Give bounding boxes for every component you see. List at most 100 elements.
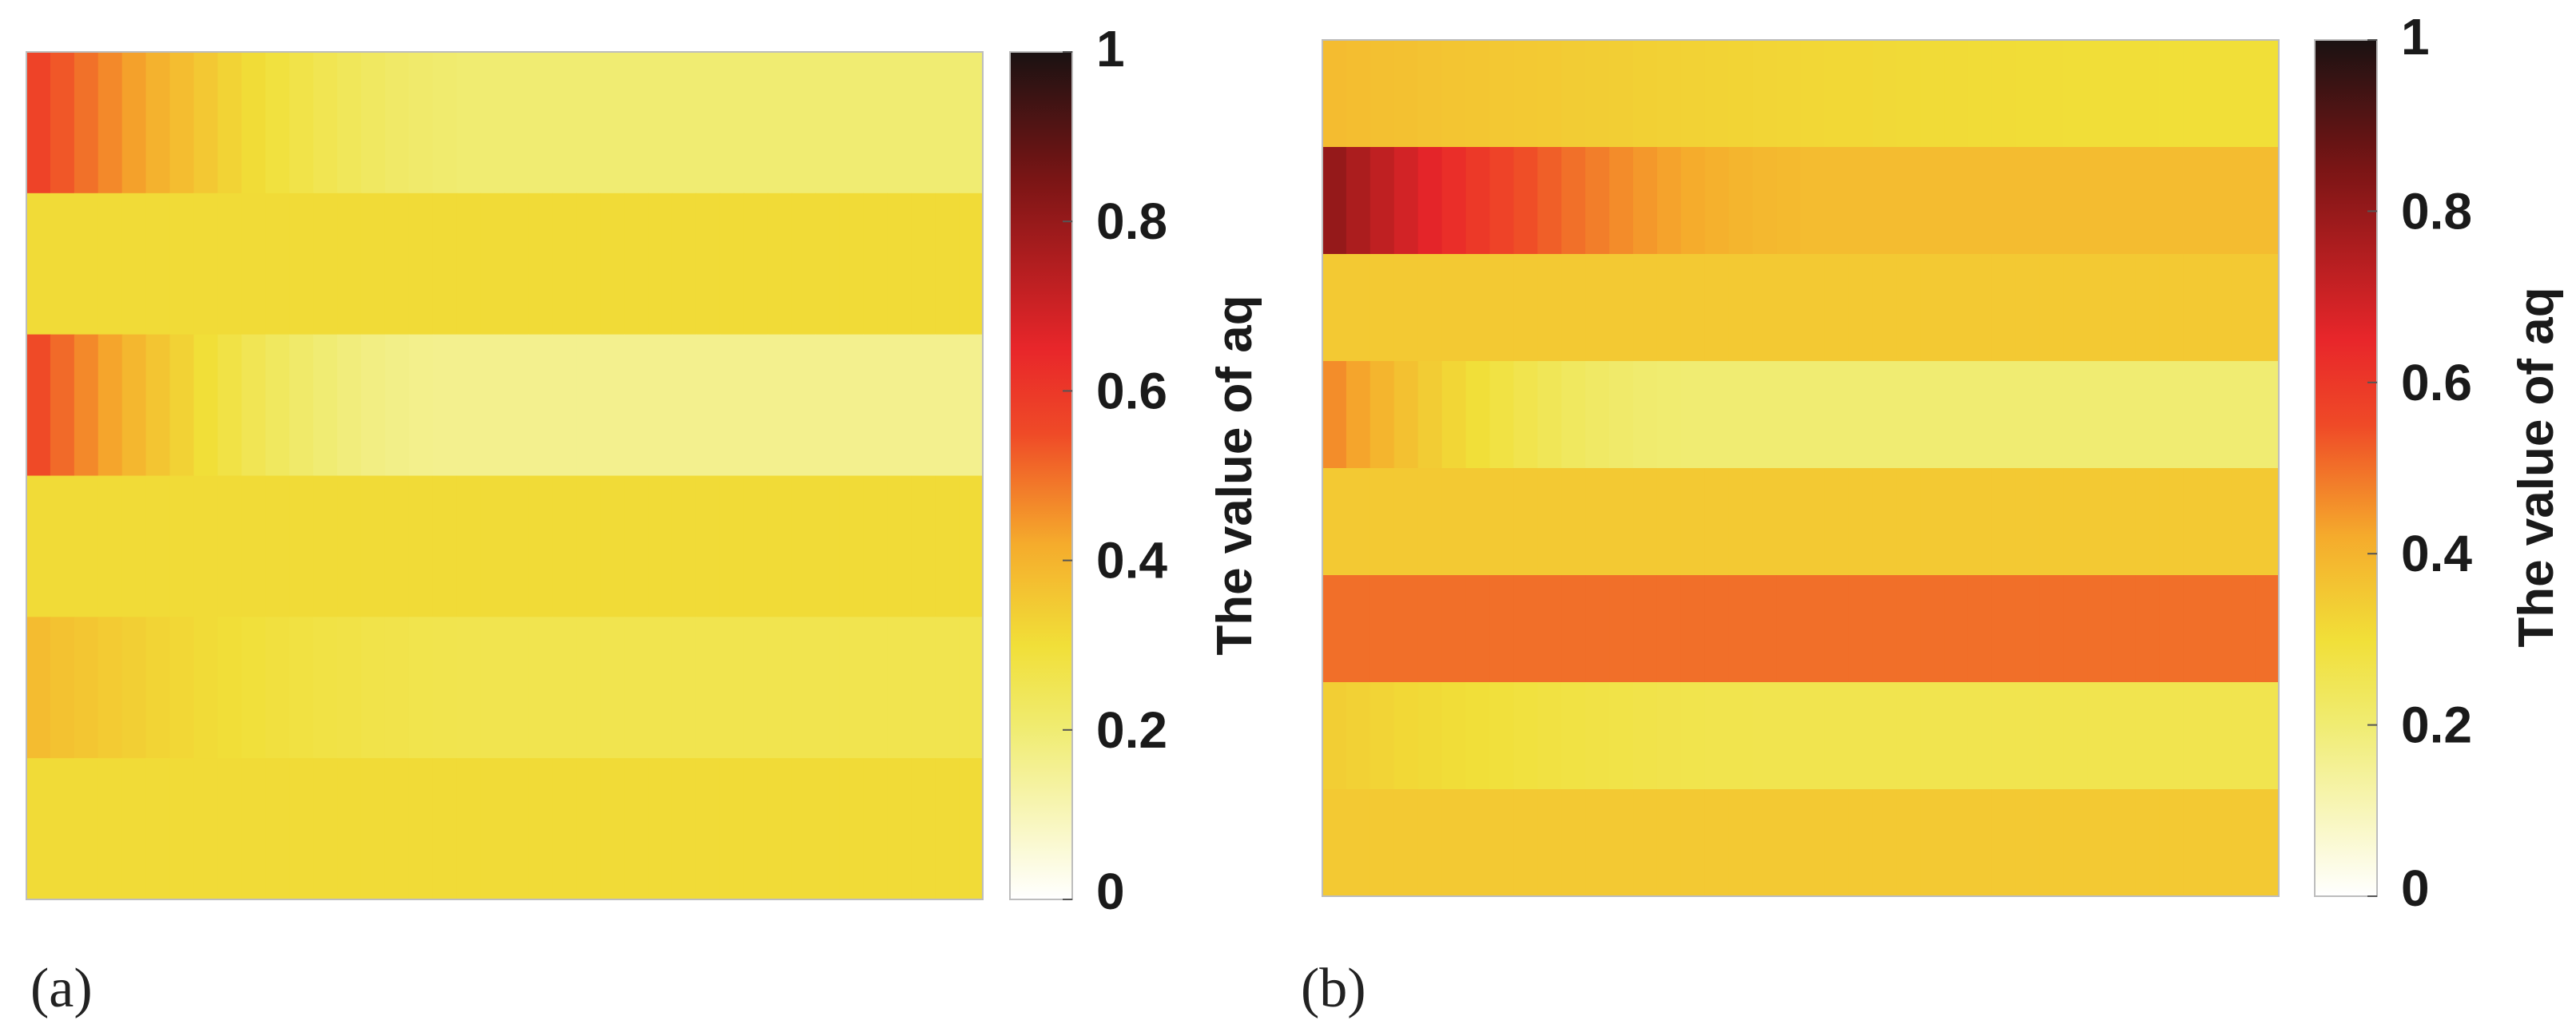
heatmap-cell <box>935 52 960 194</box>
heatmap-cell <box>2159 789 2184 897</box>
heatmap-cell <box>145 52 171 194</box>
heatmap-cell <box>217 617 242 759</box>
heatmap-cell <box>313 193 338 335</box>
heatmap-cell <box>863 758 888 900</box>
heatmap-cell <box>2039 40 2065 148</box>
heatmap-cell <box>1872 682 1897 790</box>
heatmap-cell <box>504 617 530 759</box>
heatmap-cell <box>193 475 218 617</box>
heatmap-cell <box>695 758 721 900</box>
heatmap-cell <box>313 475 338 617</box>
heatmap-cell <box>1824 789 1849 897</box>
colorbar-tick-label: 0.6 <box>2401 354 2472 411</box>
heatmap-cell <box>313 617 338 759</box>
heatmap-cell <box>1609 147 1634 255</box>
heatmap-cell <box>1513 40 1538 148</box>
heatmap-cell <box>2039 468 2065 576</box>
heatmap-cell <box>26 193 51 335</box>
heatmap-cell <box>767 617 793 759</box>
heatmap-cell <box>2255 147 2280 255</box>
heatmap-cell <box>1489 789 1514 897</box>
heatmap-cell <box>552 334 577 477</box>
heatmap-cell <box>2087 361 2113 469</box>
heatmap-cell <box>2159 361 2184 469</box>
heatmap-cell <box>289 758 314 900</box>
heatmap-b-frame <box>1322 39 2280 897</box>
heatmap-cell <box>1441 789 1467 897</box>
heatmap-cell <box>360 617 386 759</box>
heatmap-cell <box>815 334 841 477</box>
heatmap-cell <box>504 758 530 900</box>
heatmap-cell <box>360 52 386 194</box>
heatmap-cell <box>456 52 482 194</box>
heatmap-cell <box>2015 468 2041 576</box>
heatmap-cell <box>528 758 553 900</box>
heatmap-cell <box>1991 254 2017 362</box>
heatmap-cell <box>1633 468 1658 576</box>
colorbar-tick-label: 0.4 <box>2401 525 2472 582</box>
heatmap-cell <box>456 334 482 477</box>
heatmap-cell <box>1991 468 2017 576</box>
heatmap-cell <box>767 475 793 617</box>
heatmap-cell <box>1656 789 1682 897</box>
heatmap-cell <box>1872 468 1897 576</box>
heatmap-cell <box>1752 254 1778 362</box>
heatmap-cell <box>2063 254 2089 362</box>
heatmap-cell <box>719 475 745 617</box>
heatmap-cell <box>1776 682 1802 790</box>
heatmap-cell <box>1489 575 1514 683</box>
heatmap-cell <box>50 758 75 900</box>
heatmap-cell <box>1944 575 1969 683</box>
heatmap-cell <box>1872 40 1897 148</box>
heatmap-cell <box>863 52 888 194</box>
heatmap-cell <box>1920 682 1945 790</box>
heatmap-cell <box>1872 789 1897 897</box>
heatmap-cell <box>1680 147 1706 255</box>
heatmap-cell <box>743 193 769 335</box>
heatmap-cell <box>2159 254 2184 362</box>
colorbar-tick-label: 1 <box>1096 20 1125 77</box>
heatmap-cell <box>1322 147 1347 255</box>
heatmap-cell <box>1561 40 1586 148</box>
heatmap-cell <box>1824 40 1849 148</box>
heatmap-cell <box>1824 575 1849 683</box>
heatmap-cell <box>624 193 649 335</box>
heatmap-cell <box>791 475 817 617</box>
heatmap-cell <box>1561 682 1586 790</box>
heatmap-cell <box>552 475 577 617</box>
heatmap-cell <box>2111 40 2137 148</box>
heatmap-cell <box>887 334 912 477</box>
heatmap-cell <box>743 617 769 759</box>
heatmap-cell <box>1848 575 1873 683</box>
heatmap-cell <box>1417 40 1443 148</box>
heatmap-cell <box>576 617 601 759</box>
heatmap-cell <box>2231 682 2256 790</box>
heatmap-cell <box>480 475 506 617</box>
heatmap-cell <box>1393 682 1419 790</box>
panel-label-a: (a) <box>30 958 93 1019</box>
heatmap-cell <box>1633 575 1658 683</box>
heatmap-cell <box>1537 361 1562 469</box>
heatmap-cell <box>2015 682 2041 790</box>
heatmap-cell <box>1824 361 1849 469</box>
heatmap-cell <box>743 475 769 617</box>
heatmap-cell <box>2135 40 2160 148</box>
heatmap-cell <box>1346 40 1371 148</box>
heatmap-cell <box>1369 682 1395 790</box>
heatmap-cell <box>384 334 410 477</box>
heatmap-cell <box>695 617 721 759</box>
colorbar-tick-label: 0.2 <box>1096 701 1167 759</box>
heatmap-cell <box>504 475 530 617</box>
heatmap-cell <box>2255 254 2280 362</box>
heatmap-cell <box>193 193 218 335</box>
colorbar-tick-label: 0.8 <box>2401 182 2472 240</box>
heatmap-cell <box>384 758 410 900</box>
heatmap-cell <box>74 193 99 335</box>
heatmap-cell <box>2207 468 2232 576</box>
heatmap-cell <box>2015 40 2041 148</box>
heatmap-cell <box>2231 789 2256 897</box>
heatmap-cell <box>1680 361 1706 469</box>
heatmap-cell <box>2135 682 2160 790</box>
heatmap-cell <box>1680 40 1706 148</box>
